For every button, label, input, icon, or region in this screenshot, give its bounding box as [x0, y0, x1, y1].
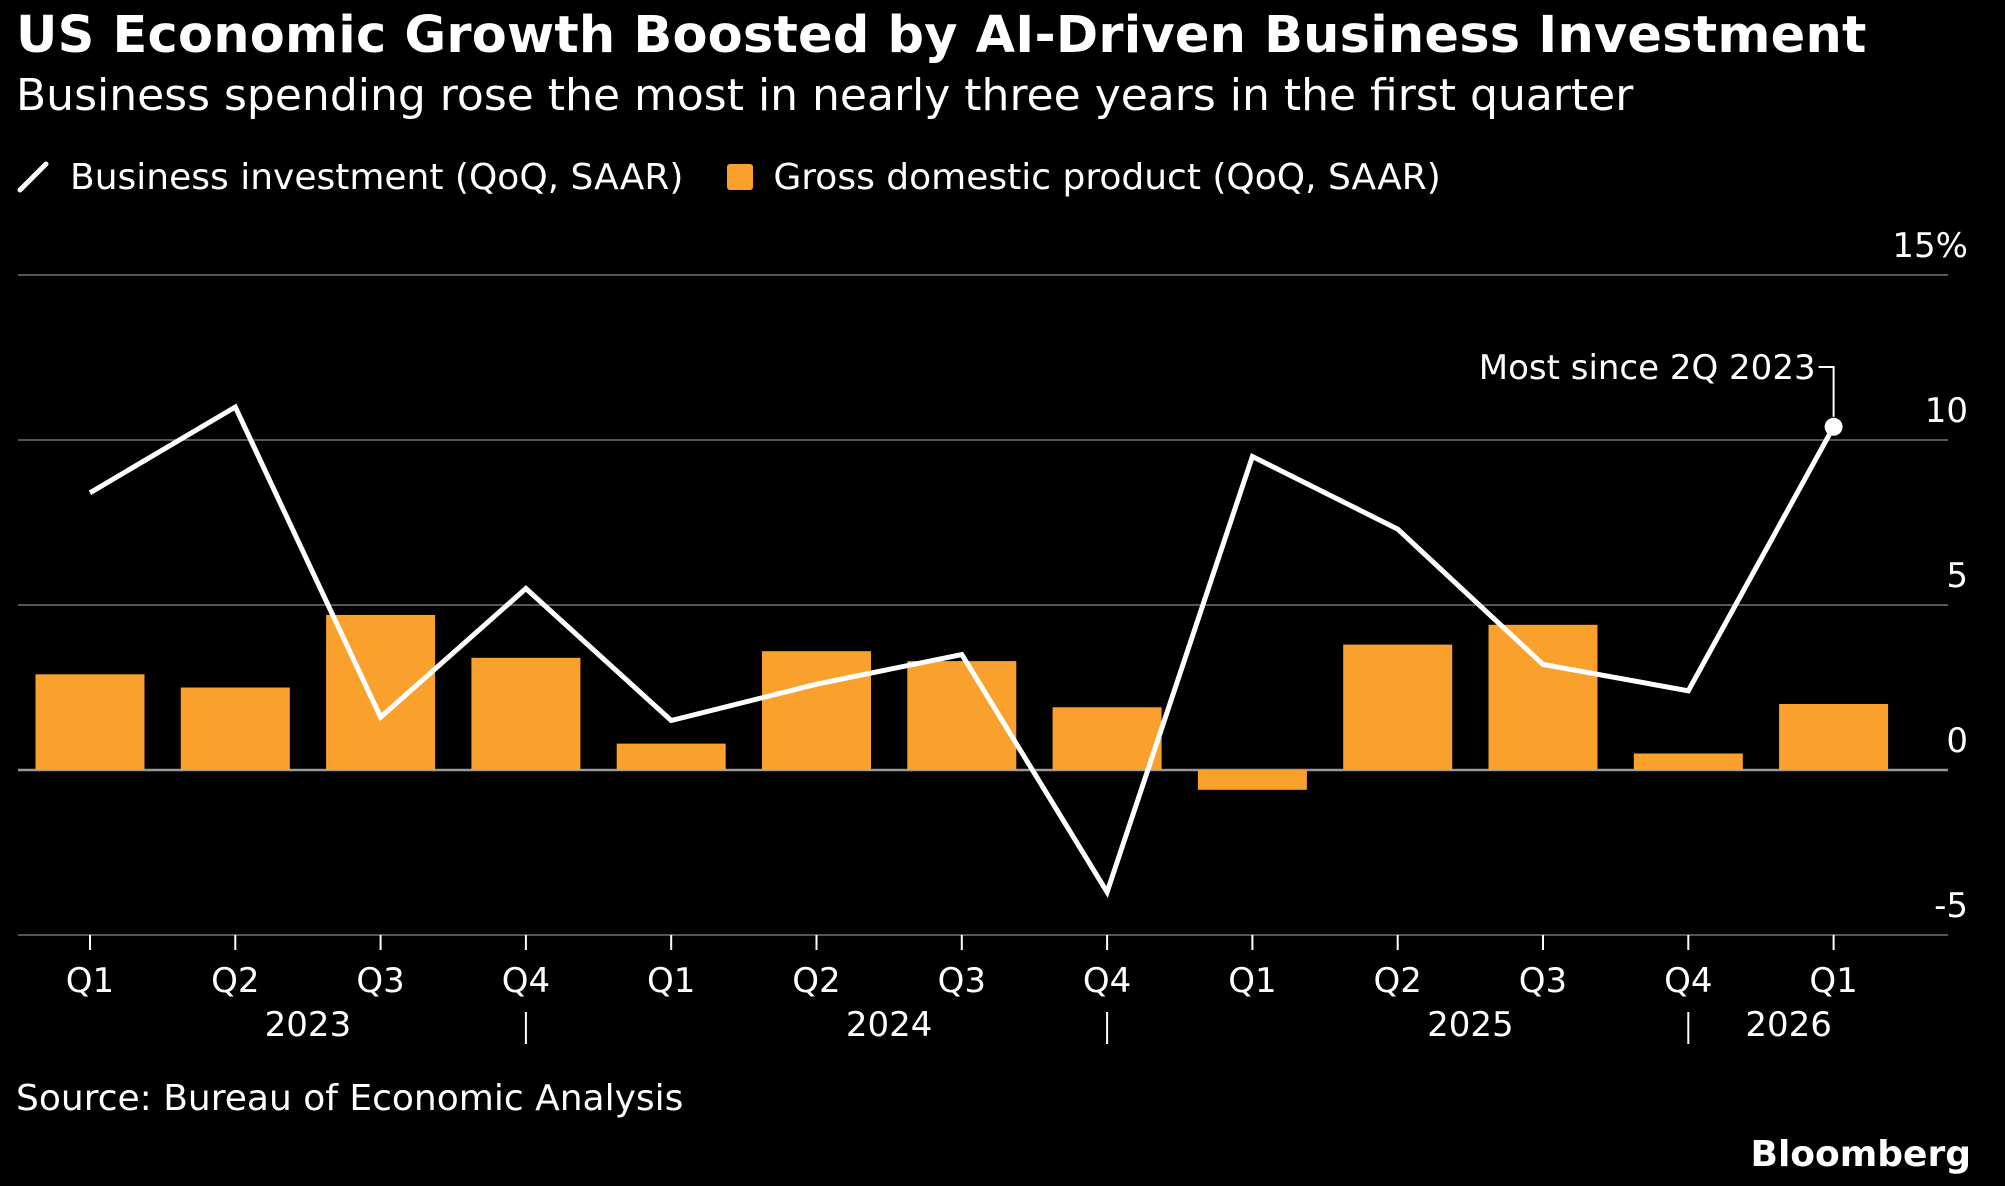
y-tick-label: 5 [1946, 556, 1968, 596]
x-tick-label: Q4 [1083, 961, 1131, 1001]
x-tick-label: Q3 [1519, 961, 1567, 1001]
annotation-leader [1818, 366, 1835, 417]
bar-gdp [35, 674, 145, 770]
y-tick-label: -5 [1934, 886, 1968, 926]
y-tick-label: 0 [1946, 721, 1968, 761]
year-label: 2023 [265, 1005, 352, 1045]
bar-gdp [1343, 644, 1453, 770]
line-business-investment [88, 403, 1836, 898]
square-swatch-icon [727, 164, 754, 190]
legend-label-business-investment: Business investment (QoQ, SAAR) [70, 156, 684, 198]
bar-gdp [616, 743, 726, 770]
x-tick-label: Q1 [1228, 961, 1276, 1001]
annotation-marker [1824, 417, 1843, 436]
y-tick-label: 15% [1892, 226, 1968, 266]
year-label: 2026 [1745, 1005, 1832, 1045]
bar-gdp [471, 657, 581, 770]
annotation-label: Most since 2Q 2023 [1479, 348, 1816, 388]
bar-gdp [1488, 624, 1598, 770]
legend-item-gdp: Gross domestic product (QoQ, SAAR) [727, 156, 1441, 198]
line-swatch-icon [17, 161, 49, 193]
x-tick-label: Q1 [66, 961, 114, 1001]
x-tick-label: Q4 [502, 961, 550, 1001]
y-tick-label: 10 [1925, 391, 1968, 431]
chart-title: US Economic Growth Boosted by AI-Driven … [16, 6, 1867, 65]
legend: Business investment (QoQ, SAAR) Gross do… [16, 152, 1485, 202]
source-note: Source: Bureau of Economic Analysis [16, 1078, 684, 1119]
bar-gdp [1633, 753, 1743, 770]
legend-label-gdp: Gross domestic product (QoQ, SAAR) [773, 156, 1441, 198]
bar-gdp [762, 651, 871, 770]
x-tick-label: Q1 [647, 961, 695, 1001]
x-tick-label: Q2 [211, 961, 259, 1001]
brand-logo: Bloomberg [1750, 1134, 1971, 1175]
bar-gdp [1052, 707, 1162, 770]
x-tick-label: Q3 [938, 961, 986, 1001]
x-tick-label: Q2 [792, 961, 840, 1001]
chart-subtitle: Business spending rose the most in nearl… [16, 70, 1634, 121]
legend-item-business-investment: Business investment (QoQ, SAAR) [16, 157, 683, 198]
year-label: 2024 [846, 1005, 933, 1045]
x-tick-label: Q4 [1664, 961, 1712, 1001]
x-tick-label: Q1 [1809, 961, 1857, 1001]
x-tick-label: Q3 [356, 961, 404, 1001]
bar-gdp [1779, 704, 1889, 770]
bar-gdp [180, 687, 290, 770]
bar-gdp [1197, 770, 1307, 790]
x-tick-label: Q2 [1373, 961, 1421, 1001]
year-label: 2025 [1427, 1005, 1514, 1045]
